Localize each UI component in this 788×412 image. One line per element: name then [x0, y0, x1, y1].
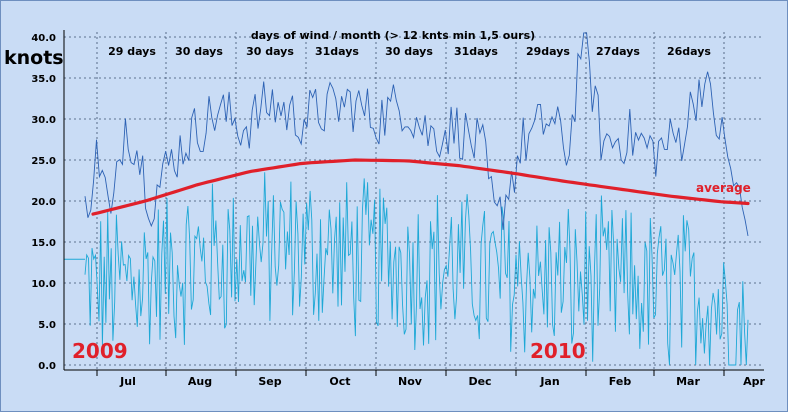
y-tick-label: 20.0	[31, 197, 56, 208]
average-series	[91, 158, 750, 216]
chart-title: days of wind / month (> 12 knts min 1,5 …	[251, 29, 535, 42]
y-tick-label: 40.0	[31, 33, 56, 44]
days-of-wind-label: 26days	[667, 45, 711, 58]
days-of-wind-label: 30 days	[385, 45, 433, 58]
x-tick-label: Aug	[188, 375, 212, 388]
gust-series	[84, 32, 749, 236]
y-tick-labels: 0.0 5.0 10.0 15.0 20.0 25.0 30.0 35.0 40.0	[31, 33, 56, 372]
average-line	[91, 158, 750, 216]
average-label: average	[696, 181, 751, 195]
days-of-wind-label: 29 days	[108, 45, 156, 58]
days-of-wind-label: 30 days	[175, 45, 223, 58]
x-tick-label: Oct	[329, 375, 350, 388]
x-tick-label: Sep	[258, 375, 281, 388]
x-tick-label: Jul	[119, 375, 136, 388]
y-tick-label: 25.0	[31, 156, 56, 167]
y-tick-label: 0.0	[38, 361, 56, 372]
days-of-wind-label: 31days	[315, 45, 359, 58]
y-tick-label: 35.0	[31, 74, 56, 85]
y-axis-label: knots	[4, 47, 64, 69]
days-of-wind-label: 30 days	[246, 45, 294, 58]
y-tick-label: 15.0	[31, 238, 56, 249]
days-of-wind-labels: 29 days 30 days 30 days 31days 30 days 31days…	[108, 45, 711, 58]
year-label-2010: 2010	[530, 339, 586, 363]
y-tick-label: 10.0	[31, 279, 56, 290]
days-of-wind-label: 29days	[526, 45, 570, 58]
x-tick-label: Jan	[539, 375, 559, 388]
year-label-2009: 2009	[72, 339, 128, 363]
x-tick-labels: Jul Aug Sep Oct Nov Dec Jan Feb Mar Apr	[96, 370, 765, 388]
x-tick-label: Mar	[676, 375, 700, 388]
y-tick-label: 5.0	[38, 320, 56, 331]
chart-axes	[63, 30, 764, 371]
days-of-wind-label: 27days	[596, 45, 640, 58]
wind-series	[64, 172, 749, 366]
wind-line	[84, 172, 749, 366]
gust-line	[84, 32, 749, 236]
x-tick-label: Apr	[743, 375, 765, 388]
y-tick-label: 30.0	[31, 115, 56, 126]
x-tick-label: Nov	[398, 375, 423, 388]
x-tick-label: Dec	[468, 375, 491, 388]
x-tick-label: Feb	[609, 375, 632, 388]
days-of-wind-label: 31days	[454, 45, 498, 58]
